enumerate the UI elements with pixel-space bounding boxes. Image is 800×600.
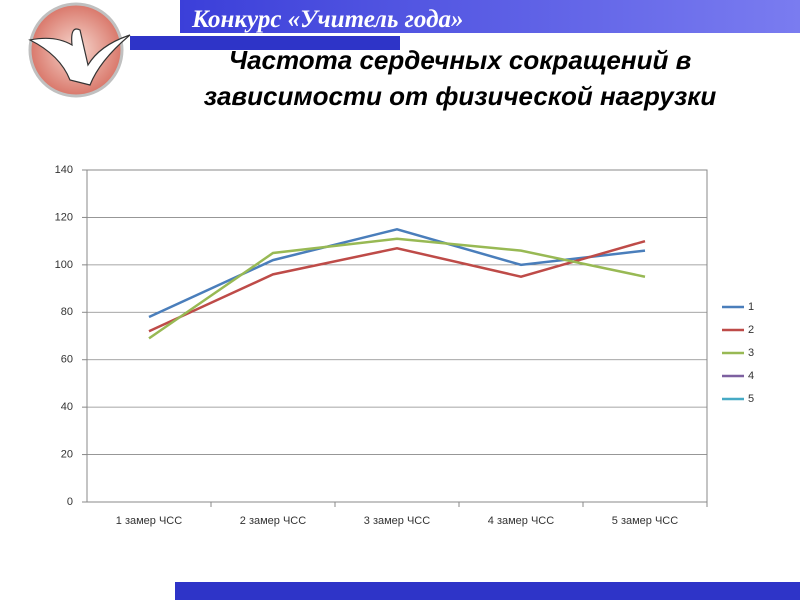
series-line: [148, 239, 646, 333]
y-tick-label: 120: [55, 211, 73, 223]
logo-bird: [28, 28, 131, 86]
header-band: [180, 0, 800, 33]
y-tick-label: 0: [67, 496, 73, 508]
x-tick-label: 4 замер ЧСС: [487, 515, 555, 527]
series-line: [148, 227, 646, 319]
legend-label: 4: [748, 370, 754, 382]
x-tick-label: 2 замер ЧСС: [239, 515, 307, 527]
legend-label: 2: [748, 324, 754, 336]
y-tick-label: 20: [61, 448, 73, 460]
legend-label: 5: [748, 393, 754, 405]
header-stripe: [130, 36, 400, 50]
y-tick-label: 80: [61, 306, 73, 318]
y-tick-label: 40: [61, 401, 73, 413]
chart-title: Частота сердечных сокращений в зависимос…: [203, 45, 717, 111]
x-tick-label: 3 замер ЧСС: [363, 515, 431, 527]
footer-band: [175, 582, 800, 600]
y-tick-label: 100: [55, 259, 73, 271]
legend-label: 1: [748, 301, 754, 313]
header-title: Конкурс «Учитель года»: [192, 6, 464, 33]
series-line: [148, 237, 646, 340]
plot-frame: [86, 169, 708, 503]
y-tick-label: 140: [55, 164, 73, 176]
x-tick-label: 5 замер ЧСС: [611, 515, 679, 527]
x-tick-label: 1 замер ЧСС: [115, 515, 183, 527]
legend-label: 3: [748, 347, 754, 359]
y-tick-label: 60: [61, 354, 73, 366]
